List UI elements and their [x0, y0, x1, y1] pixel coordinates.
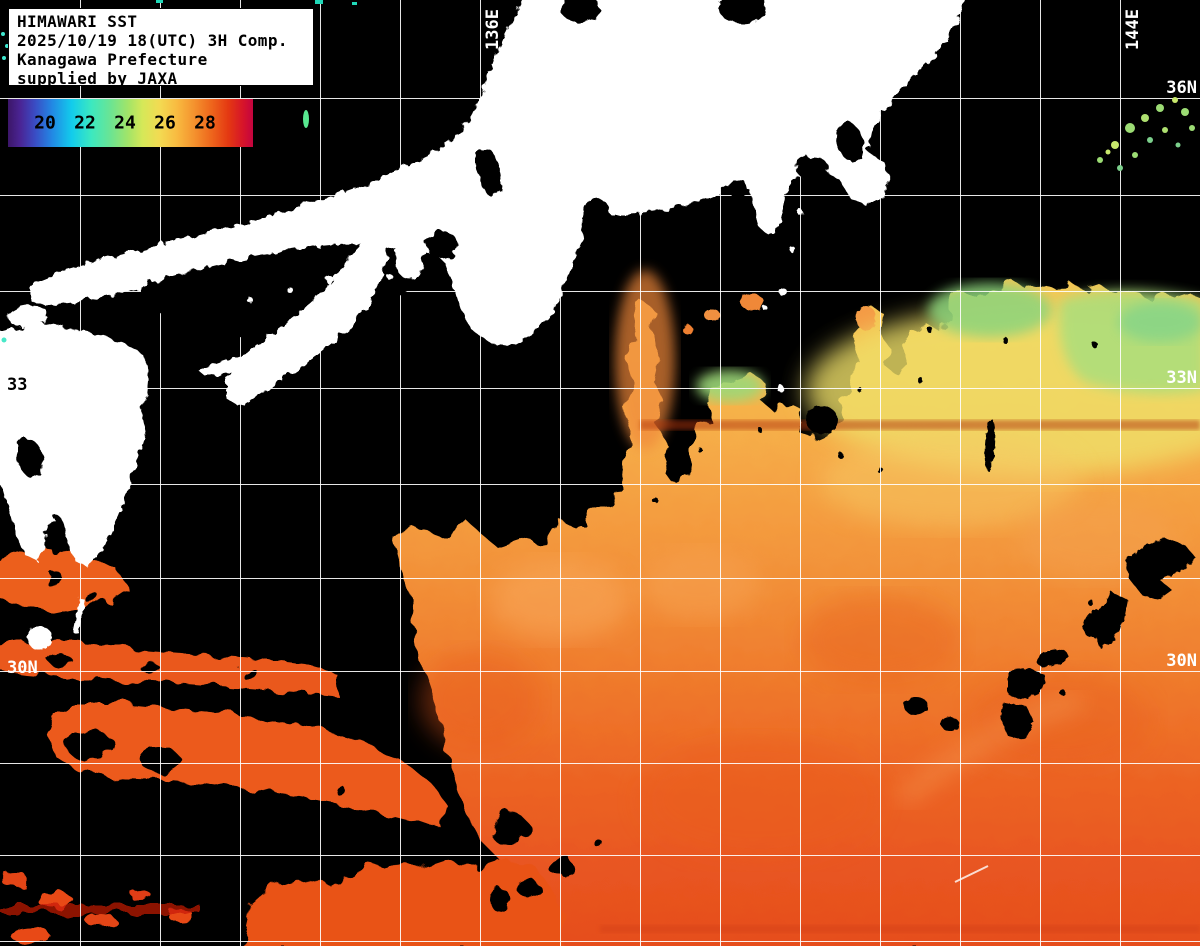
- latitude-label-left: 30N: [7, 658, 38, 678]
- latitude-label-right: 30N: [1166, 651, 1197, 671]
- island-chain-layer: [904, 538, 1196, 740]
- land-nw-kyushu-isles: [8, 305, 48, 327]
- title-line-credit: supplied by JAXA: [17, 69, 178, 88]
- sst-field-layer: [0, 270, 1200, 946]
- colorbar-tick-label: 28: [194, 112, 216, 134]
- hachijo-island: [776, 384, 784, 392]
- izu-island: [762, 305, 768, 311]
- kagoshima-bay: [48, 516, 66, 556]
- colorbar-tick-label: 20: [34, 112, 56, 134]
- sst-green-patches: [696, 283, 1200, 402]
- ise-bay: [581, 198, 611, 242]
- title-line-region: Kanagawa Prefecture: [17, 50, 208, 69]
- small-islands-layer: [28, 209, 803, 650]
- sst-isolated-blobs: [683, 294, 876, 335]
- tokyo-bay: [836, 122, 864, 162]
- osaka-bay: [426, 231, 458, 259]
- colorbar-tick-label: 22: [74, 112, 96, 134]
- white-track-artifact: [954, 865, 989, 883]
- wakasa-bay: [560, 0, 600, 22]
- land-shikoku: [226, 236, 388, 406]
- cool-speck-layer: [1, 0, 357, 343]
- colorbar-tick-label: 26: [154, 112, 176, 134]
- land-kyushu: [0, 322, 150, 566]
- colorbar-tick-label: 24: [114, 112, 136, 134]
- title-line-product: HIMAWARI SST: [17, 12, 138, 31]
- sagami-bay: [796, 156, 828, 180]
- title-box: HIMAWARI SST 2025/10/19 18(UTC) 3H Comp.…: [8, 8, 314, 88]
- izu-island: [797, 209, 803, 215]
- tanegashima-island: [72, 598, 86, 634]
- ariake-sea: [16, 438, 44, 478]
- title-line-datetime: 2025/10/19 18(UTC) 3H Comp.: [17, 31, 288, 50]
- toyama-bay: [718, 0, 766, 24]
- land-layer: [0, 0, 965, 650]
- sst-dark-streak-south: [600, 925, 1200, 933]
- land-sadamisaki: [198, 352, 254, 377]
- map-labels-layer: 136E 144E 36N 33N 30N 33 30N: [7, 9, 1197, 678]
- lake-biwa: [476, 146, 502, 198]
- latitude-label-right: 33N: [1166, 368, 1197, 388]
- sst-yellow-wash: [820, 432, 1080, 528]
- izu-island: [790, 247, 796, 253]
- longitude-label: 136E: [483, 9, 503, 50]
- land-awaji: [394, 245, 422, 279]
- latitude-label-left: 33: [7, 375, 27, 395]
- sst-eddy-shading: [420, 270, 1180, 860]
- green-speckles-layer: [1097, 97, 1195, 171]
- suruga-bay: [728, 178, 748, 218]
- latitude-label-right: 36N: [1166, 78, 1197, 98]
- izu-island: [779, 288, 787, 296]
- temperature-colorbar: 20 22 24 26 28: [8, 99, 253, 147]
- longitude-label: 144E: [1123, 9, 1143, 50]
- sst-dark-streak: [640, 420, 1200, 430]
